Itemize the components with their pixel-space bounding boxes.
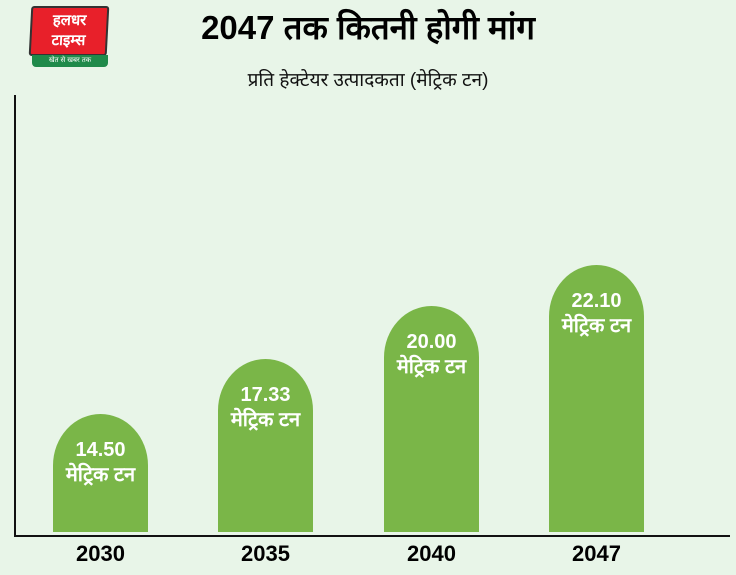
data-label: 22.10 मेट्रिक टन: [549, 289, 644, 339]
data-label: 17.33 मेट्रिक टन: [218, 383, 313, 433]
chart-subtitle: प्रति हेक्टेयर उत्पादकता (मेट्रिक टन): [247, 70, 489, 91]
data-label-value: 14.50: [75, 439, 126, 461]
x-axis: [14, 535, 730, 537]
data-label-unit: मेट्रिक टन: [230, 408, 301, 431]
data-label-value: 22.10: [571, 290, 622, 313]
y-axis: [14, 95, 16, 537]
bar-2035: [218, 358, 313, 532]
data-label-value: 17.33: [240, 383, 291, 406]
bar-2030: [53, 414, 148, 532]
data-label-unit: मेट्रिक टन: [561, 315, 632, 338]
data-label-unit: मेट्रिक टन: [65, 464, 136, 486]
data-label: 14.50 मेट्रिक टन: [53, 438, 148, 488]
x-tick-label: 2040: [407, 541, 456, 566]
logo: हलधर टाइम्स खेत से खबर तक: [28, 5, 112, 67]
x-tick-label: 2030: [76, 541, 125, 566]
x-tick-label: 2035: [241, 541, 290, 566]
chart-title: 2047 तक कितनी होगी मांग: [201, 9, 535, 46]
data-label-unit: मेट्रिक टन: [396, 356, 467, 379]
logo-tagline: खेत से खबर तक: [32, 55, 108, 67]
bar-2040: [384, 306, 479, 532]
data-label: 20.00 मेट्रिक टन: [384, 330, 479, 380]
x-tick-label: 2047: [572, 541, 621, 566]
bar-2047: [549, 265, 644, 532]
data-label-value: 20.00: [406, 331, 457, 354]
